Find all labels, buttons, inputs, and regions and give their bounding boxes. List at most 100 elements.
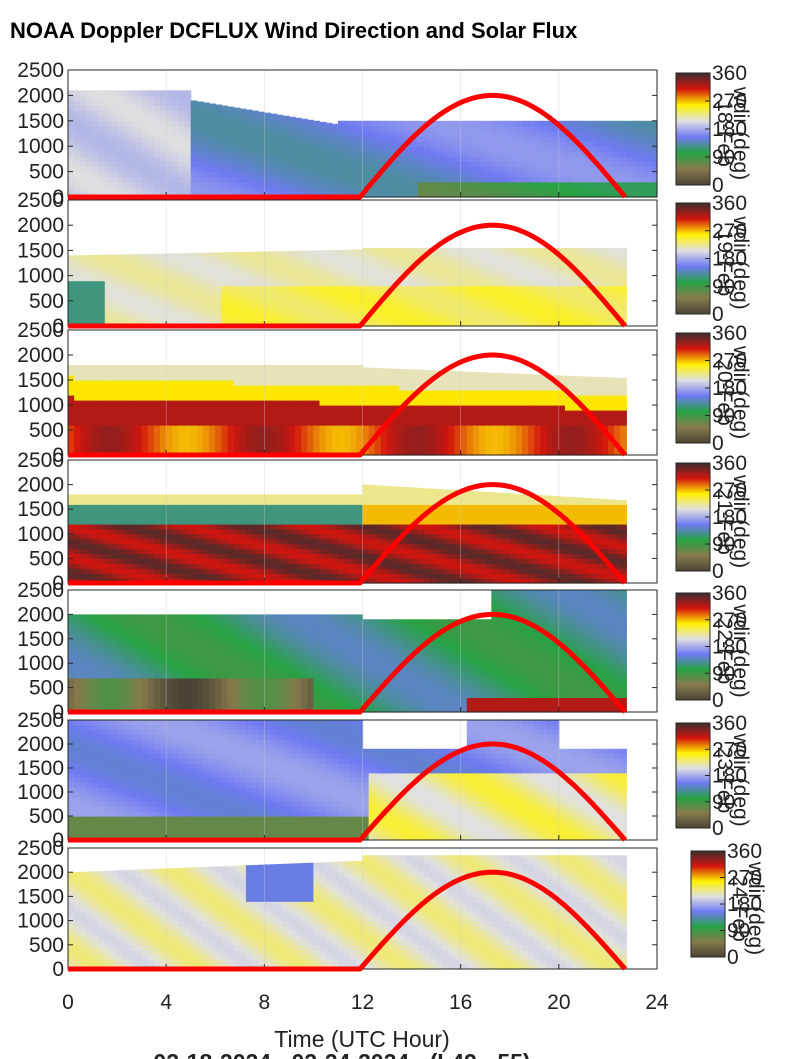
colorbar-tick-label: 90 [712,275,735,298]
heatmap-cell [607,171,615,178]
heatmap-cell [479,151,486,157]
heatmap-cell [239,108,247,112]
heatmap-cell [558,445,566,451]
heatmap-cell [411,161,419,168]
heatmap-cell [479,171,486,178]
heatmap-cell [141,115,149,122]
heatmap-cell [491,191,499,198]
heatmap-cell [92,300,100,307]
heatmap-cell [209,171,216,178]
heatmap-cell [466,171,474,178]
heatmap-cell [86,519,94,525]
heatmap-cell [448,161,456,168]
heatmap-cell [411,375,419,381]
heatmap-cell [123,136,130,142]
heatmap-cell [215,430,222,436]
y-tick-label: 1000 [17,135,64,158]
heatmap-cell [479,395,486,401]
heatmap-cell [319,430,327,436]
heatmap-cell [80,255,88,257]
heatmap-cell [92,435,100,441]
heatmap-cell [344,410,351,416]
heatmap-cell [583,385,591,391]
heatmap-cell [417,320,425,327]
heatmap-cell [620,161,627,168]
heatmap-cell [350,249,357,251]
heatmap-cell [147,120,155,127]
heatmap-cell [276,171,284,178]
heatmap-cell [209,120,216,127]
heatmap-cell [135,405,143,411]
heatmap-cell [515,260,523,267]
heatmap-cell [202,171,210,178]
heatmap-cell [399,320,407,327]
heatmap-cell [184,110,192,117]
heatmap-cell [295,255,302,262]
heatmap-cell [344,181,351,188]
heatmap-cell [98,166,106,173]
heatmap-cell [129,370,137,376]
heatmap-cell [515,415,523,421]
heatmap-cell [534,310,542,317]
heatmap-cell [92,156,100,163]
heatmap-cell [362,275,370,282]
heatmap-cell [86,375,94,381]
heatmap-cell [350,156,357,163]
heatmap-cell [135,395,143,401]
heatmap-cell [129,300,137,307]
heatmap-cell [417,430,425,436]
heatmap-cell [546,425,554,431]
heatmap-cell [135,130,143,137]
heatmap-cell [92,136,100,142]
heatmap-cell [141,405,149,411]
heatmap-cell [190,120,198,127]
heatmap-cell [184,181,192,188]
heatmap-cell [350,380,357,386]
heatmap-cell [301,151,308,157]
heatmap-cell [196,285,204,292]
heatmap-cell [135,100,143,107]
heatmap-cell [442,310,449,317]
heatmap-cell [215,410,222,416]
heatmap-cell [503,295,511,302]
heatmap-cell [98,375,106,381]
heatmap-cell [356,275,364,282]
heatmap-cell [534,435,542,441]
heatmap-cell [129,548,137,555]
heatmap-cell [479,255,486,262]
heatmap-cell [227,120,235,127]
heatmap-cell [295,380,302,386]
heatmap-cell [270,310,278,317]
heatmap-cell [209,105,216,112]
heatmap-cell [497,270,505,277]
heatmap-cell [74,136,81,142]
heatmap-cell [564,120,572,127]
heatmap-cell [215,120,222,127]
heatmap-cell [331,295,339,302]
heatmap-cell [184,130,192,137]
heatmap-cell [497,186,505,193]
heatmap-cell [258,430,265,436]
heatmap-cell [405,151,413,157]
heatmap-cell [356,415,364,421]
heatmap-cell [356,410,364,416]
heatmap-cell [337,295,345,302]
heatmap-cell [583,141,591,147]
heatmap-cell [172,171,180,178]
heatmap-cell [331,125,339,132]
heatmap-cell [509,141,517,147]
heatmap-cell [221,365,229,371]
heatmap-cell [147,280,155,287]
heatmap-cell [68,509,75,515]
heatmap-cell [135,514,143,520]
heatmap-cell [190,405,198,411]
heatmap-cell [123,270,130,277]
heatmap-cell [479,130,486,137]
heatmap-cell [387,410,394,416]
heatmap-cell [319,440,327,446]
heatmap-cell [583,156,591,163]
heatmap-cell [614,280,621,287]
heatmap-cell [153,290,161,297]
heatmap-cell [497,315,505,322]
heatmap-cell [160,440,167,446]
